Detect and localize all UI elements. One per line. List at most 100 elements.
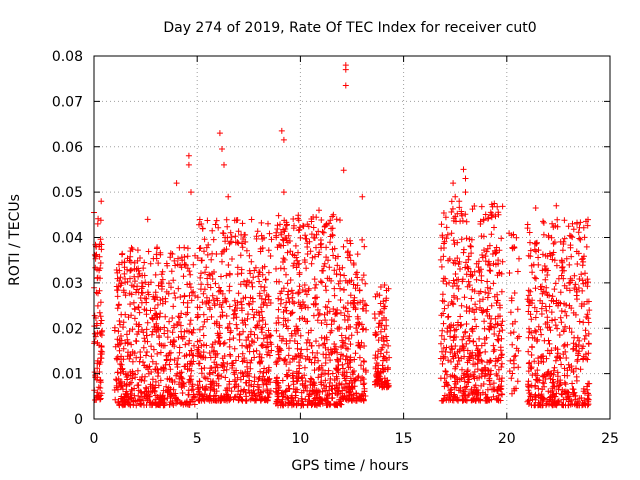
- data-point-marker: [223, 216, 230, 223]
- data-point-marker: [332, 311, 339, 318]
- data-point-marker: [261, 287, 268, 294]
- data-point-marker: [246, 301, 253, 308]
- data-point-marker: [455, 261, 462, 267]
- data-point-marker: [342, 82, 349, 89]
- data-point-marker: [118, 333, 124, 339]
- data-point-marker: [525, 401, 532, 407]
- data-point-marker: [524, 221, 531, 228]
- data-point-marker: [347, 240, 354, 247]
- data-point-marker: [557, 289, 564, 296]
- data-point-marker: [514, 268, 521, 275]
- data-point-marker: [566, 261, 573, 268]
- data-point-marker: [226, 283, 233, 290]
- data-point-marker: [280, 226, 287, 233]
- data-point-marker: [531, 246, 538, 253]
- data-point-marker: [278, 229, 284, 236]
- data-point-marker: [223, 246, 230, 253]
- data-point-marker: [285, 295, 292, 302]
- data-point-marker: [291, 300, 298, 307]
- data-point-marker: [143, 352, 149, 359]
- data-point-marker: [186, 337, 193, 344]
- data-point-marker: [204, 281, 211, 288]
- data-point-marker: [355, 339, 362, 346]
- data-point-marker: [197, 274, 204, 281]
- data-point-marker: [218, 362, 225, 368]
- data-point-marker: [566, 280, 573, 287]
- data-point-marker: [525, 298, 532, 305]
- data-point-marker: [527, 393, 534, 400]
- data-point-marker: [448, 209, 455, 215]
- data-point-marker: [440, 278, 447, 285]
- data-point-marker: [115, 328, 122, 335]
- data-point-marker: [217, 287, 224, 294]
- data-point-marker: [117, 370, 124, 377]
- data-point-marker: [318, 397, 325, 404]
- data-point-marker: [131, 265, 138, 272]
- data-point-marker: [203, 294, 210, 301]
- data-point-marker: [212, 392, 219, 399]
- data-point-marker: [561, 379, 568, 386]
- data-point-marker: [250, 348, 257, 355]
- data-point-marker: [232, 310, 239, 317]
- data-point-marker: [335, 280, 342, 287]
- data-point-marker: [480, 217, 487, 224]
- data-point-marker: [226, 270, 233, 277]
- data-point-marker: [346, 313, 353, 320]
- data-point-marker: [190, 398, 196, 405]
- data-point-marker: [506, 270, 513, 276]
- data-point-marker: [360, 397, 367, 404]
- data-point-marker: [335, 369, 342, 376]
- data-point-marker: [174, 321, 181, 328]
- data-point-marker: [262, 276, 269, 283]
- data-point-marker: [226, 336, 233, 343]
- data-point-marker: [349, 369, 356, 376]
- data-point-marker: [551, 257, 558, 264]
- data-point-marker: [363, 302, 370, 309]
- data-point-marker: [94, 302, 101, 309]
- data-point-marker: [143, 311, 150, 318]
- data-point-marker: [221, 339, 228, 346]
- data-point-marker: [352, 350, 359, 357]
- data-point-marker: [177, 294, 184, 300]
- data-point-marker: [552, 357, 559, 364]
- data-point-marker: [330, 211, 337, 218]
- data-point-marker: [581, 401, 588, 408]
- data-point-marker: [535, 385, 542, 392]
- data-point-marker: [361, 301, 368, 308]
- data-point-marker: [112, 343, 119, 350]
- data-point-marker: [462, 211, 469, 218]
- data-point-marker: [194, 311, 201, 318]
- data-point-marker: [361, 343, 368, 349]
- data-point-marker: [586, 307, 593, 314]
- data-point-marker: [455, 319, 461, 326]
- data-point-marker: [156, 334, 163, 341]
- data-point-marker: [274, 391, 281, 397]
- data-point-marker: [347, 357, 354, 364]
- data-point-marker: [317, 401, 324, 408]
- data-point-marker: [240, 328, 247, 335]
- data-point-marker: [473, 260, 480, 267]
- data-point-marker: [94, 389, 101, 396]
- data-point-marker: [150, 346, 157, 353]
- data-point-marker: [542, 266, 548, 273]
- data-point-marker: [134, 367, 141, 374]
- data-point-marker: [439, 360, 446, 367]
- data-point-marker: [461, 388, 468, 395]
- data-point-marker: [165, 290, 172, 297]
- data-points: [91, 62, 593, 409]
- data-point-marker: [508, 297, 515, 304]
- data-point-marker: [242, 321, 249, 328]
- data-point-marker: [151, 305, 158, 312]
- data-point-marker: [148, 353, 155, 360]
- data-point-marker: [97, 217, 104, 224]
- data-point-marker: [479, 252, 486, 258]
- data-point-marker: [575, 250, 582, 257]
- data-point-marker: [140, 265, 147, 272]
- data-point-marker: [158, 279, 165, 286]
- data-point-marker: [461, 294, 468, 301]
- data-point-marker: [585, 392, 592, 399]
- data-point-marker: [154, 294, 160, 301]
- data-point-marker: [251, 339, 257, 346]
- data-point-marker: [171, 290, 178, 297]
- data-point-marker: [342, 334, 349, 341]
